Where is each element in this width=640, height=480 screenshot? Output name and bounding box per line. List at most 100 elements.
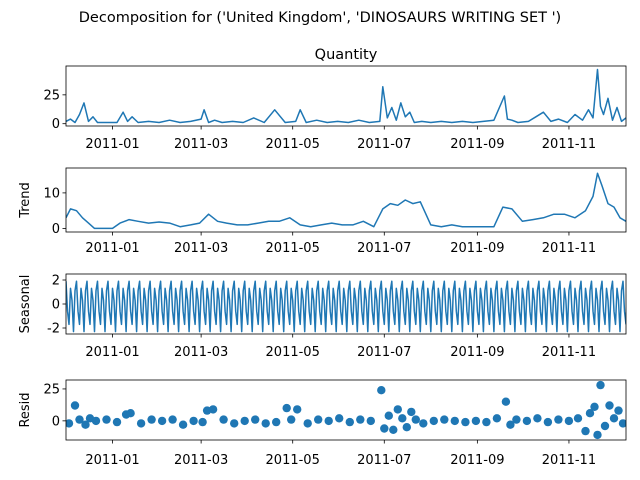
resid-point [573,414,583,423]
resid-point [230,419,239,428]
trend-xtick-label: 2011-07 [357,241,411,256]
resid-point [402,423,411,432]
seasonal-xtick-label: 2011-05 [266,345,320,360]
panel-resid: 0 25 2011-01 2011-03 2011-05 2011-07 2011-09 20… [18,379,627,468]
resid-point [471,416,481,426]
resid-point [440,415,449,424]
resid-point [564,416,574,426]
resid-point [272,417,281,427]
seasonal-xtick-label: 2011-03 [174,345,228,360]
trend-xtick-label: 2011-11 [542,241,596,256]
resid-point [157,416,167,426]
resid-point [219,415,228,424]
resid-xtick-label: 2011-11 [542,453,596,468]
resid-xtick-label: 2011-05 [266,453,320,468]
resid-point [356,415,365,424]
resid-point [126,409,135,418]
trend-plot-area [66,172,626,230]
resid-point [380,424,389,433]
resid-point [91,416,101,426]
resid-point [112,417,122,427]
resid-point [198,417,207,427]
resid-point [506,420,515,429]
resid-point [293,405,302,414]
seasonal-xtick-label: 2011-11 [542,345,596,360]
resid-point [398,414,407,423]
seasonal-ytick-label: 0 [52,298,60,313]
resid-point [554,415,563,424]
resid-xtick-label: 2011-01 [85,453,139,468]
resid-point [411,415,420,424]
resid-point [303,419,312,428]
resid-point [419,419,428,428]
resid-point [70,401,80,410]
resid-point [593,430,602,440]
resid-point [618,419,626,428]
seasonal-ylabel: Seasonal [18,275,33,334]
observed-series-line [66,68,626,124]
resid-point [75,415,84,424]
resid-point [581,426,590,436]
seasonal-ytick-label: 2 [52,274,60,289]
panel-observed: 0 25 2011-01 2011-03 2011-05 2011-07 2011-09 20… [43,47,627,152]
resid-point [501,397,511,406]
seasonal-xtick-label: 2011-01 [85,345,139,360]
resid-ylabel: Resid [18,392,33,427]
seasonal-ytick-label: -2 [47,322,60,337]
observed-ytick-label: 25 [43,88,60,103]
resid-xtick-label: 2011-07 [357,453,411,468]
resid-point [614,406,623,415]
resid-point [335,414,344,423]
observed-xtick-label: 2011-03 [174,137,228,152]
resid-point [461,417,470,427]
trend-xtick-label: 2011-01 [85,241,139,256]
resid-point [178,420,188,429]
resid-point [389,425,398,434]
resid-point [393,405,402,414]
trend-xtick-label: 2011-05 [266,241,320,256]
resid-point [287,415,296,424]
seasonal-series-line [66,280,626,333]
observed-ytick-label: 0 [52,117,60,132]
resid-point [605,401,614,410]
resid-ytick-label: 25 [43,382,60,397]
observed-xtick-label: 2011-09 [450,137,504,152]
panel-seasonal: -2 0 2 2011-01 2011-03 2011-05 2011-07 2011-09 2… [18,274,627,360]
seasonal-plot-area [66,280,626,333]
resid-ytick-label: 0 [52,414,60,429]
trend-series-line [66,172,626,230]
resid-point [81,420,90,429]
trend-xtick-label: 2011-09 [450,241,504,256]
trend-axes-frame [65,167,627,233]
resid-point [522,416,532,426]
resid-point [450,416,459,426]
panel-trend: 0 10 2011-01 2011-03 2011-05 2011-07 2011-09 20… [18,167,627,256]
resid-point [590,402,599,411]
resid-point [251,415,260,424]
trend-ytick-label: 0 [52,222,60,237]
resid-point [533,414,542,423]
resid-point [512,415,521,424]
resid-point [240,416,249,426]
resid-point [596,380,605,390]
resid-point [324,416,333,426]
resid-point [66,419,74,428]
resid-plot-area [66,380,626,440]
resid-point [543,417,553,427]
trend-xtick-label: 2011-03 [174,241,228,256]
resid-point [429,416,438,426]
resid-point [492,414,502,423]
resid-point [585,409,595,418]
resid-point [366,416,375,426]
resid-point [147,415,156,424]
resid-point [136,419,146,428]
resid-point [407,407,416,417]
observed-xtick-label: 2011-05 [266,137,320,152]
observed-title: Quantity [315,47,378,63]
observed-xtick-label: 2011-07 [357,137,411,152]
resid-axes-frame [65,379,627,441]
resid-point [377,386,386,395]
resid-point [609,414,619,423]
observed-xtick-label: 2011-01 [85,137,139,152]
